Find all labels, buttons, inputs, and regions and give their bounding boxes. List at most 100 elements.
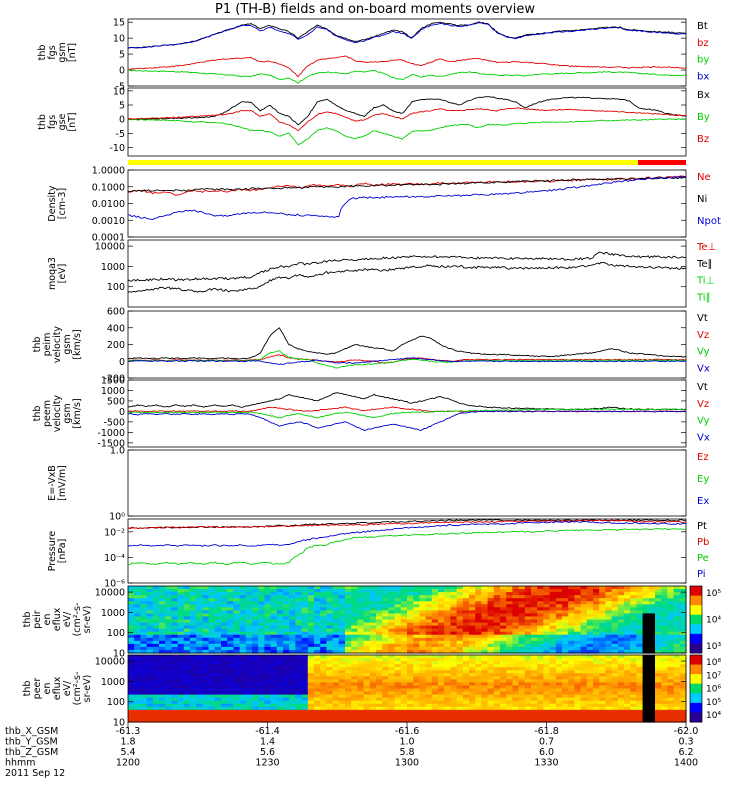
heatmap-cell — [314, 691, 321, 696]
heatmap-cell — [388, 637, 396, 642]
heatmap-cell — [165, 589, 172, 593]
heatmap-cell — [270, 682, 278, 687]
heatmap-cell — [128, 628, 135, 633]
colorbar-segment — [690, 614, 702, 625]
heatmap-cell — [394, 679, 402, 684]
heatmap-cell — [357, 595, 365, 599]
heatmap-cell — [258, 688, 265, 693]
heatmap-cell — [605, 604, 613, 608]
heatmap-cell — [667, 640, 675, 645]
heatmap-cell — [338, 709, 346, 714]
heatmap-cell — [648, 667, 656, 671]
heatmap-cell — [419, 613, 427, 618]
heatmap-cell — [549, 631, 557, 636]
heatmap-cell — [624, 685, 631, 690]
heatmap-cell — [289, 670, 296, 674]
heatmap-cell — [593, 685, 600, 690]
heatmap-cell — [171, 661, 179, 665]
heatmap-cell — [152, 715, 160, 720]
heatmap-cell — [599, 598, 606, 602]
heatmap-cell — [679, 589, 687, 593]
heatmap-cell — [264, 688, 272, 693]
heatmap-cell — [537, 604, 544, 608]
heatmap-cell — [562, 703, 569, 708]
heatmap-cell — [555, 691, 563, 696]
heatmap-cell — [239, 709, 247, 714]
heatmap-cell — [295, 616, 303, 621]
heatmap-cell — [642, 655, 650, 659]
heatmap-cell — [475, 634, 482, 639]
heatmap-cell — [400, 628, 408, 633]
heatmap-cell — [400, 712, 408, 717]
heatmap-cell — [630, 697, 637, 702]
heatmap-cell — [487, 670, 495, 674]
heatmap-cell — [624, 673, 631, 677]
heatmap-cell — [208, 640, 216, 645]
heatmap-cell — [140, 670, 148, 674]
heatmap-cell — [630, 610, 637, 615]
heatmap-cell — [562, 646, 569, 651]
heatmap-cell — [270, 589, 278, 593]
heatmap-cell — [506, 706, 513, 711]
heatmap-cell — [481, 670, 489, 674]
heatmap-cell — [314, 628, 321, 633]
heatmap-cell — [617, 685, 625, 690]
heatmap-cell — [320, 664, 327, 668]
heatmap-cell — [537, 595, 544, 599]
legend-entry: Ti∥ — [696, 292, 711, 303]
heatmap-cell — [543, 658, 551, 662]
heatmap-cell — [450, 682, 458, 687]
heatmap-cell — [363, 589, 371, 593]
heatmap-cell — [159, 700, 166, 705]
heatmap-cell — [487, 718, 495, 723]
heatmap-cell — [289, 628, 296, 633]
heatmap-cell — [518, 646, 526, 651]
heatmap-cell — [438, 676, 445, 680]
heatmap-cell — [487, 640, 495, 645]
heatmap-cell — [382, 709, 389, 714]
heatmap-cell — [351, 679, 358, 684]
heatmap-cell — [183, 673, 191, 677]
heatmap-cell — [363, 664, 371, 668]
heatmap-cell — [363, 643, 371, 648]
heatmap-cell — [165, 628, 172, 633]
heatmap-cell — [245, 634, 253, 639]
heatmap-cell — [450, 640, 458, 645]
heatmap-cell — [233, 646, 241, 651]
heatmap-cell — [202, 649, 210, 654]
heatmap-cell — [487, 643, 495, 648]
heatmap-cell — [276, 706, 284, 711]
legend-entry: by — [697, 55, 709, 66]
heatmap-cell — [351, 667, 358, 671]
heatmap-cell — [518, 682, 526, 687]
x-row-value: 1400 — [674, 758, 698, 769]
heatmap-cell — [208, 619, 216, 624]
heatmap-cell — [438, 673, 445, 677]
heatmap-cell — [413, 658, 420, 662]
heatmap-cell — [171, 658, 179, 662]
heatmap-cell — [165, 709, 172, 714]
heatmap-cell — [165, 613, 172, 618]
heatmap-cell — [599, 649, 606, 654]
heatmap-cell — [462, 673, 470, 677]
x-row-label: thb_X_GSM — [5, 726, 58, 737]
heatmap-cell — [524, 685, 532, 690]
heatmap-cell — [500, 715, 507, 720]
heatmap-cell — [500, 598, 507, 602]
x-row-value: 1.8 — [120, 737, 135, 748]
heatmap-cell — [128, 646, 135, 651]
heatmap-cell — [506, 622, 513, 627]
heatmap-cell — [667, 691, 675, 696]
heatmap-cell — [295, 613, 303, 618]
heatmap-cell — [673, 691, 681, 696]
heatmap-cell — [369, 691, 377, 696]
heatmap-cell — [425, 688, 433, 693]
heatmap-cell — [679, 661, 687, 665]
heatmap-cell — [624, 622, 631, 627]
heatmap-cell — [221, 634, 228, 639]
heatmap-cell — [673, 640, 681, 645]
heatmap-cell — [165, 661, 172, 665]
heatmap-cell — [301, 625, 309, 630]
heatmap-cell — [438, 709, 445, 714]
heatmap-cell — [549, 592, 557, 596]
